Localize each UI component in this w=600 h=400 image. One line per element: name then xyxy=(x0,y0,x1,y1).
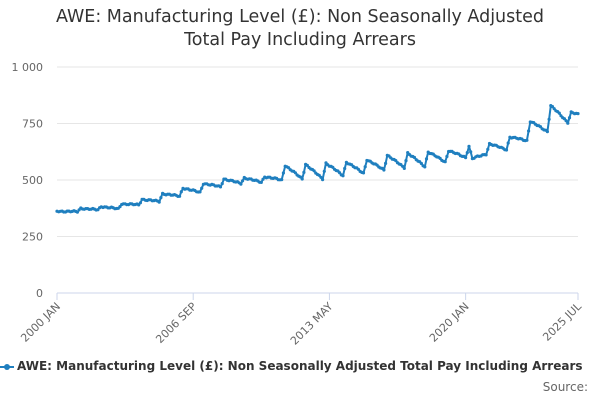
data-point xyxy=(322,169,326,173)
data-point xyxy=(361,171,366,175)
data-point xyxy=(319,175,323,179)
data-point xyxy=(443,160,447,164)
data-point xyxy=(220,182,224,186)
y-tick-label: 0 xyxy=(36,287,43,300)
y-tick-label: 250 xyxy=(22,231,43,244)
data-point xyxy=(159,196,163,200)
data-point xyxy=(464,156,468,160)
chart-title-line-1: AWE: Manufacturing Level (£): Non Season… xyxy=(55,7,545,27)
data-point xyxy=(545,130,550,134)
data-point xyxy=(178,194,182,198)
data-point xyxy=(239,182,243,186)
data-point xyxy=(241,179,245,183)
data-point xyxy=(312,169,316,173)
x-tick-label: 2025 JUL xyxy=(540,299,584,343)
data-point xyxy=(293,171,297,175)
data-point xyxy=(338,171,342,175)
data-point xyxy=(566,121,570,125)
series-layer xyxy=(55,104,580,214)
data-point xyxy=(527,129,531,133)
data-point xyxy=(506,141,510,145)
data-point xyxy=(343,166,347,171)
data-point xyxy=(412,155,417,160)
data-point xyxy=(445,154,449,159)
data-point xyxy=(419,161,423,166)
y-tick-label: 750 xyxy=(22,118,43,131)
data-point xyxy=(469,150,473,154)
data-point xyxy=(504,148,509,152)
x-axis-labels: 2000 JAN 2006 SEP 2013 MAY 2020 JAN 2025 JUL xyxy=(18,299,584,347)
source-note: Source: xyxy=(542,380,588,394)
y-axis-labels: 0 250 500 750 1 000 xyxy=(12,61,44,300)
data-point xyxy=(157,200,161,204)
chart-title-line-2: Total Pay Including Arrears xyxy=(184,30,416,50)
legend-line-marker-icon xyxy=(0,362,14,372)
data-point xyxy=(567,116,572,120)
data-point xyxy=(486,147,490,151)
chart-title: AWE: Manufacturing Level (£): Non Season… xyxy=(0,6,600,52)
data-point xyxy=(424,157,429,161)
data-point xyxy=(302,170,306,174)
x-tick-label: 2020 JAN xyxy=(427,300,472,345)
data-point xyxy=(281,171,285,175)
x-axis xyxy=(56,292,579,300)
data-point xyxy=(402,166,406,170)
data-point xyxy=(484,153,488,157)
data-point xyxy=(321,178,325,182)
y-tick-label: 500 xyxy=(22,174,43,187)
data-point xyxy=(363,165,367,169)
data-point xyxy=(341,174,345,178)
data-point xyxy=(218,185,223,189)
legend-label: AWE: Manufacturing Level (£): Non Season… xyxy=(17,359,583,373)
data-point xyxy=(465,151,469,155)
data-point xyxy=(576,112,580,116)
data-point xyxy=(525,138,529,142)
x-tick-label: 2013 MAY xyxy=(288,300,336,348)
data-point xyxy=(198,190,202,194)
x-tick-label: 2006 SEP xyxy=(153,300,199,346)
data-point xyxy=(404,159,408,163)
data-point xyxy=(423,165,427,169)
data-point xyxy=(75,210,79,214)
data-point xyxy=(200,186,204,190)
data-point xyxy=(547,117,551,121)
data-point xyxy=(179,190,183,194)
x-tick-label: 2000 JAN xyxy=(18,300,63,345)
data-point xyxy=(138,201,142,205)
data-point xyxy=(259,180,263,184)
legend[interactable]: AWE: Manufacturing Level (£): Non Season… xyxy=(0,359,600,373)
data-point xyxy=(557,111,561,115)
series-line xyxy=(56,104,579,214)
data-point xyxy=(300,177,304,181)
data-point xyxy=(280,178,284,182)
data-point xyxy=(384,161,388,165)
data-point xyxy=(564,119,568,123)
gridlines xyxy=(57,66,578,237)
data-point xyxy=(467,144,471,148)
y-tick-label: 1 000 xyxy=(12,61,44,74)
data-point xyxy=(382,168,386,172)
